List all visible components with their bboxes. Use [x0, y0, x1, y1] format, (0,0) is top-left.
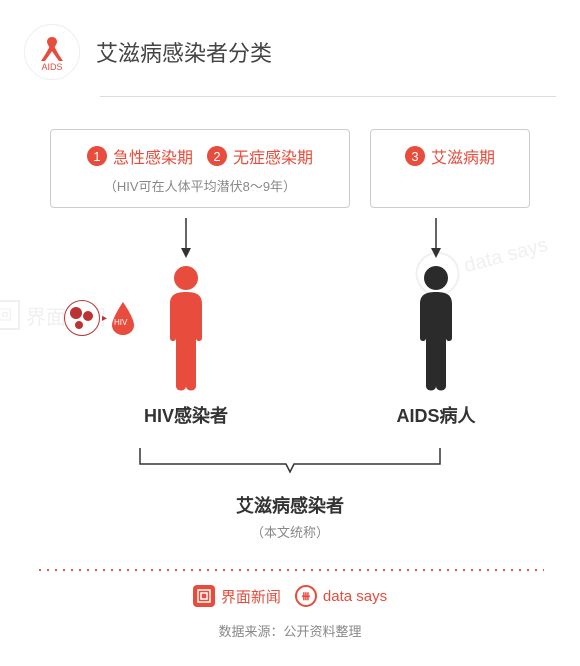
header: AIDS 艾滋病感染者分类 [0, 0, 580, 96]
bracket-icon [110, 448, 470, 484]
stage-2: 2 无症感染期 [207, 144, 313, 168]
box-left-stages: 1 急性感染期 2 无症感染期 （HIV可在人体平均潜伏8～9年） [50, 129, 350, 208]
stage-3-num: 3 [405, 146, 425, 166]
group-summary: 艾滋病感染者 （本文统称） [0, 492, 580, 541]
figure-aids-patient: AIDS病人 [356, 264, 516, 428]
stage-1: 1 急性感染期 [87, 144, 193, 168]
source-value: 公开资料整理 [284, 624, 362, 639]
arrow-down-icon [429, 218, 443, 258]
brand-datasays-label: data says [323, 588, 387, 605]
brand-datasays: ⧻ data says [295, 585, 387, 607]
bracket [0, 428, 580, 484]
group-title: 艾滋病感染者 [0, 492, 580, 518]
arrow-right [356, 208, 516, 264]
figures-row: ▸ HIV HIV感染者 AIDS病人 [0, 264, 580, 428]
stage-1-num: 1 [87, 146, 107, 166]
group-subtitle: （本文统称） [0, 522, 580, 541]
cells-icon [64, 300, 100, 336]
drop-label: HIV [114, 318, 127, 327]
source-label: 数据来源： [218, 624, 283, 639]
hiv-cells-drop: ▸ HIV [64, 300, 137, 336]
stage-1-label: 急性感染期 [113, 144, 193, 168]
jiemian-icon [193, 585, 215, 607]
box-right-stage: 3 艾滋病期 [370, 129, 530, 208]
person-red-icon [156, 264, 216, 394]
ribbon-icon [39, 34, 65, 64]
figure-left-label: HIV感染者 [144, 402, 228, 428]
arrows-row [0, 208, 580, 264]
stage-3: 3 艾滋病期 [405, 144, 495, 168]
arrow-small-icon: ▸ [102, 313, 107, 324]
arrow-down-icon [179, 218, 193, 258]
blood-drop-icon: HIV [109, 300, 137, 336]
footer-brands: 界面新闻 ⧻ data says [0, 585, 580, 607]
brand-jiemian: 界面新闻 [193, 585, 281, 607]
brand-jiemian-label: 界面新闻 [221, 586, 281, 607]
left-box-subtitle: （HIV可在人体平均潜伏8～9年） [69, 176, 331, 195]
figure-hiv-carrier: ▸ HIV HIV感染者 [36, 264, 336, 428]
stage-3-label: 艾滋病期 [431, 144, 495, 168]
stage-2-num: 2 [207, 146, 227, 166]
divider-dotted [36, 569, 544, 571]
aids-ribbon-badge: AIDS [24, 24, 80, 80]
person-black-icon [406, 264, 466, 394]
badge-label: AIDS [41, 62, 62, 72]
stage-2-label: 无症感染期 [233, 144, 313, 168]
arrow-left [36, 208, 336, 264]
page-title: 艾滋病感染者分类 [96, 36, 272, 68]
data-source: 数据来源：公开资料整理 [0, 621, 580, 640]
stage-boxes: 1 急性感染期 2 无症感染期 （HIV可在人体平均潜伏8～9年） 3 艾滋病期 [0, 97, 580, 208]
figure-right-label: AIDS病人 [396, 402, 475, 428]
datasays-icon: ⧻ [295, 585, 317, 607]
